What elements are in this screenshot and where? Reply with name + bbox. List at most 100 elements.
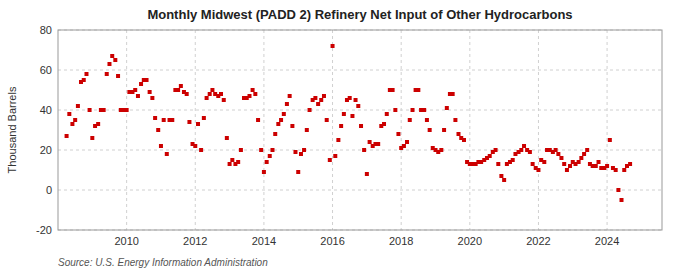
point (494, 148, 498, 152)
point (536, 168, 540, 172)
title: Monthly Midwest (PADD 2) Refinery Net In… (147, 7, 572, 22)
point (199, 148, 203, 152)
point (96, 122, 100, 126)
point (342, 112, 346, 116)
x-tick-label: 2018 (389, 235, 413, 247)
point (290, 124, 294, 128)
point (453, 118, 457, 122)
point (150, 96, 154, 100)
point (251, 88, 255, 92)
point (308, 108, 312, 112)
point (262, 170, 266, 174)
point (565, 168, 569, 172)
point (67, 112, 71, 116)
point (499, 174, 503, 178)
point (230, 158, 234, 162)
point (253, 92, 257, 96)
y-tick-label: 0 (46, 184, 52, 196)
chart: -200204060802010201220142016201820202022… (0, 0, 675, 275)
point (187, 120, 191, 124)
point (210, 88, 214, 92)
point (628, 162, 632, 166)
point (305, 128, 309, 132)
point (156, 128, 160, 132)
point (247, 94, 251, 98)
x-tick-label: 2012 (183, 235, 207, 247)
y-tick-label: 60 (40, 64, 52, 76)
point (136, 94, 140, 98)
point (451, 92, 455, 96)
point (405, 140, 409, 144)
point (339, 124, 343, 128)
point (396, 132, 400, 136)
point (348, 96, 352, 100)
point (408, 118, 412, 122)
point (268, 154, 272, 158)
point (107, 62, 111, 66)
x-grid-line (607, 30, 608, 230)
point (208, 92, 212, 96)
point (273, 132, 277, 136)
point (193, 144, 197, 148)
point (270, 148, 274, 152)
point (542, 160, 546, 164)
point (445, 106, 449, 110)
point (562, 162, 566, 166)
point (105, 72, 109, 76)
point (568, 164, 572, 168)
x-grid-line (401, 30, 402, 230)
point (577, 160, 581, 164)
point (279, 118, 283, 122)
point (456, 132, 460, 136)
point (65, 134, 69, 138)
point (319, 98, 323, 102)
point (528, 150, 532, 154)
point (462, 138, 466, 142)
point (70, 122, 74, 126)
point (385, 112, 389, 116)
point (620, 198, 624, 202)
x-grid-line (195, 30, 196, 230)
point (110, 54, 114, 58)
point (313, 96, 317, 100)
point (133, 88, 137, 92)
x-grid-line (332, 30, 333, 230)
point (259, 148, 263, 152)
point (113, 58, 117, 62)
point (425, 118, 429, 122)
point (73, 118, 77, 122)
point (582, 152, 586, 156)
point (322, 94, 326, 98)
point (288, 94, 292, 98)
point (170, 118, 174, 122)
point (228, 162, 232, 166)
point (614, 168, 618, 172)
y-grid-line (58, 190, 662, 191)
y-grid-line (58, 110, 662, 111)
point (225, 136, 229, 140)
y-grid-line (58, 70, 662, 71)
point (219, 92, 223, 96)
point (159, 144, 163, 148)
point (325, 118, 329, 122)
x-tick-label: 2024 (595, 235, 619, 247)
point (402, 144, 406, 148)
point (185, 92, 189, 96)
point (102, 108, 106, 112)
point (356, 104, 360, 108)
point (205, 96, 209, 100)
point (76, 104, 80, 108)
point (511, 158, 515, 162)
point (391, 88, 395, 92)
x-grid-line (469, 30, 470, 230)
point (336, 138, 340, 142)
point (531, 162, 535, 166)
y-axis-label: Thousand Barrels (6, 86, 18, 173)
point (442, 128, 446, 132)
point (165, 152, 169, 156)
point (382, 122, 386, 126)
point (202, 116, 206, 120)
point (236, 160, 240, 164)
point (265, 160, 269, 164)
point (556, 152, 560, 156)
